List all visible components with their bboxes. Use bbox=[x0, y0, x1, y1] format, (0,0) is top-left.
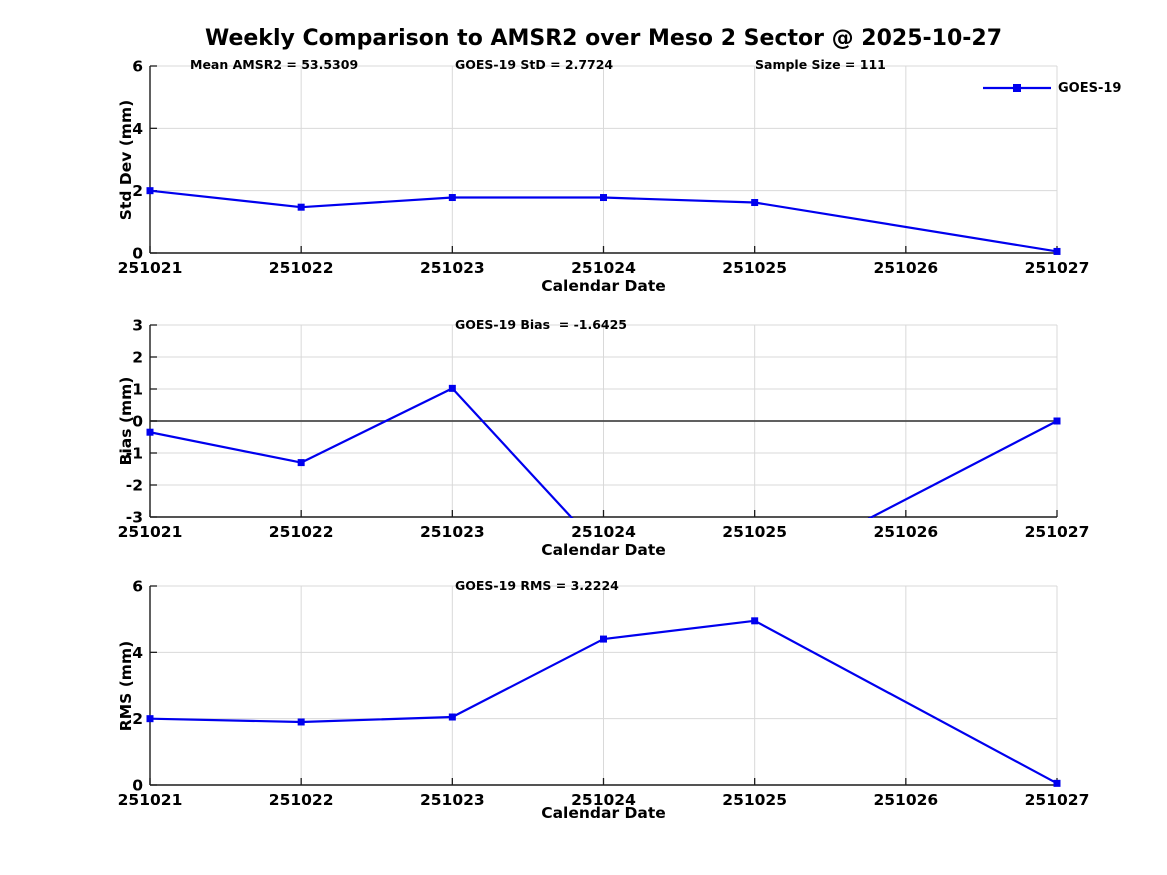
svg-text:6: 6 bbox=[132, 578, 143, 596]
legend-line-marker-icon bbox=[983, 84, 1051, 92]
svg-text:251021: 251021 bbox=[118, 259, 183, 277]
annotation-mean-amsr2: Mean AMSR2 = 53.5309 bbox=[190, 57, 359, 72]
y-axis-label-rms: RMS (mm) bbox=[117, 640, 135, 732]
svg-text:3: 3 bbox=[132, 317, 143, 335]
svg-text:251021: 251021 bbox=[118, 791, 183, 809]
legend-label: GOES-19 bbox=[1058, 80, 1122, 96]
svg-text:251026: 251026 bbox=[873, 259, 938, 277]
annotation-goes-bias: GOES-19 Bias = -1.6425 bbox=[455, 317, 628, 332]
svg-text:251024: 251024 bbox=[571, 791, 636, 809]
svg-text:0: 0 bbox=[132, 777, 143, 795]
svg-text:251024: 251024 bbox=[571, 259, 636, 277]
svg-text:251024: 251024 bbox=[571, 523, 636, 541]
svg-text:0: 0 bbox=[132, 245, 143, 263]
svg-text:6: 6 bbox=[132, 58, 143, 76]
annotation-goes-rms: GOES-19 RMS = 3.2224 bbox=[455, 578, 619, 593]
svg-text:251026: 251026 bbox=[873, 791, 938, 809]
y-axis-label-std-dev: Std Dev (mm) bbox=[117, 99, 135, 221]
svg-text:251023: 251023 bbox=[420, 259, 485, 277]
svg-text:2: 2 bbox=[132, 710, 143, 728]
svg-text:4: 4 bbox=[132, 120, 143, 138]
svg-text:251023: 251023 bbox=[420, 791, 485, 809]
svg-text:-1: -1 bbox=[126, 445, 143, 463]
svg-text:2: 2 bbox=[132, 349, 143, 367]
svg-text:251022: 251022 bbox=[269, 791, 334, 809]
x-axis-label-bottom: Calendar Date bbox=[541, 804, 666, 822]
annotation-sample-size: Sample Size = 111 bbox=[755, 57, 886, 72]
svg-text:251025: 251025 bbox=[722, 259, 787, 277]
svg-text:251025: 251025 bbox=[722, 791, 787, 809]
svg-text:251025: 251025 bbox=[722, 523, 787, 541]
svg-text:251027: 251027 bbox=[1025, 259, 1090, 277]
y-axis-label-bias: Bias (mm) bbox=[117, 376, 135, 466]
annotation-goes-std: GOES-19 StD = 2.7724 bbox=[455, 57, 614, 72]
svg-text:251022: 251022 bbox=[269, 523, 334, 541]
svg-text:251023: 251023 bbox=[420, 523, 485, 541]
svg-text:2: 2 bbox=[132, 182, 143, 200]
svg-text:251026: 251026 bbox=[873, 523, 938, 541]
svg-text:251022: 251022 bbox=[269, 259, 334, 277]
svg-text:251021: 251021 bbox=[118, 523, 183, 541]
svg-text:0: 0 bbox=[132, 413, 143, 431]
legend: GOES-19 bbox=[981, 79, 1121, 97]
svg-text:1: 1 bbox=[132, 381, 143, 399]
svg-text:4: 4 bbox=[132, 644, 143, 662]
svg-text:-3: -3 bbox=[126, 509, 143, 527]
x-axis-label-top: Calendar Date bbox=[541, 277, 666, 295]
svg-text:-2: -2 bbox=[126, 477, 143, 495]
svg-text:251027: 251027 bbox=[1025, 523, 1090, 541]
svg-text:251027: 251027 bbox=[1025, 791, 1090, 809]
figure-title: Weekly Comparison to AMSR2 over Meso 2 S… bbox=[204, 26, 1003, 51]
x-axis-label-middle: Calendar Date bbox=[541, 541, 666, 559]
